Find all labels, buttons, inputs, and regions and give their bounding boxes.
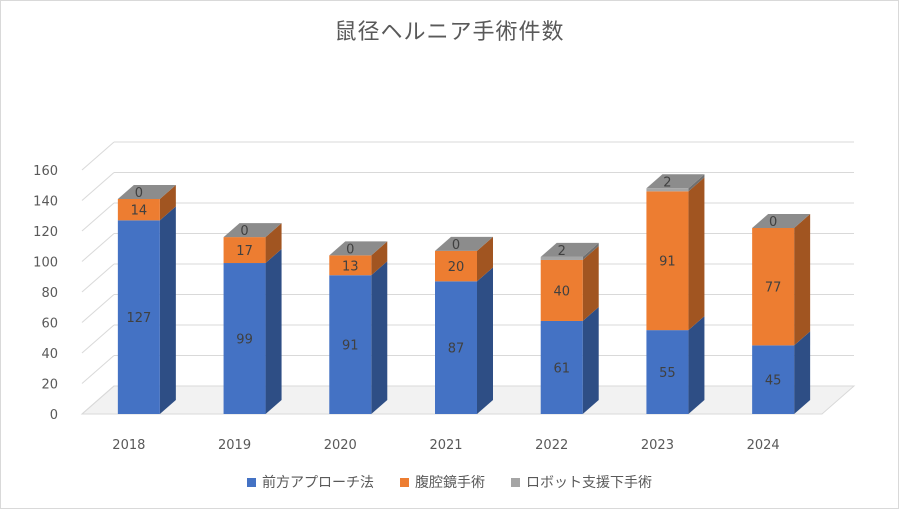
y-tick-label: 0 (50, 408, 58, 423)
data-label: 87 (448, 342, 465, 357)
x-tick-label: 2022 (535, 438, 568, 453)
bar-segment (329, 275, 372, 414)
x-tick-label: 2021 (429, 438, 462, 453)
data-label: 2 (663, 175, 671, 190)
bar-side (688, 316, 705, 414)
chart-title: 鼠径ヘルニア手術件数 (334, 20, 565, 45)
bar-side (477, 267, 493, 414)
bar-side (794, 213, 811, 346)
data-label: 77 (765, 281, 782, 296)
bar-side (477, 236, 493, 282)
chart-legend: 前方アプローチ法 腹腔鏡手術 ロボット支援下手術 (0, 472, 899, 492)
bar-segment (329, 255, 372, 276)
bar-top (329, 241, 388, 256)
y-tick-label: 140 (33, 195, 58, 210)
bar-top (540, 242, 599, 257)
y-tick-label: 100 (33, 256, 58, 271)
legend-swatch-robotic (511, 477, 520, 487)
bar-segment (752, 345, 795, 414)
y-tick-label: 20 (41, 378, 58, 393)
y-tick-label: 80 (41, 286, 58, 301)
bar-top (752, 213, 811, 228)
data-label: 0 (135, 186, 143, 201)
bar-side (688, 177, 705, 331)
data-label: 20 (448, 260, 465, 275)
data-label: 14 (131, 204, 148, 219)
bar-side (582, 242, 599, 260)
data-label: 0 (452, 238, 460, 253)
gridline-diagonal (81, 324, 115, 354)
legend-label-laparoscopic: 腹腔鏡手術 (415, 475, 485, 491)
bar-side (159, 184, 176, 221)
data-label: 2 (558, 244, 566, 259)
bar-segment (117, 198, 160, 221)
bar-segment (223, 237, 266, 264)
bar-side (688, 174, 705, 192)
bar-top (646, 174, 705, 189)
legend-swatch-anterior (247, 477, 256, 487)
x-tick-label: 2019 (218, 438, 251, 453)
legend-item-laparoscopic: 腹腔鏡手術 (400, 472, 485, 492)
bar-segment (435, 250, 477, 282)
x-tick-label: 2024 (747, 438, 780, 453)
x-tick-label: 2023 (641, 438, 674, 453)
bar-top (117, 184, 176, 199)
bar-segment (646, 188, 689, 192)
bar-side (371, 261, 388, 414)
bar-top (435, 236, 493, 251)
bar-side (794, 331, 811, 414)
gridline-diagonal (81, 233, 115, 262)
bar-segment (540, 256, 583, 260)
x-tick-label: 2018 (112, 438, 145, 453)
x-tick-label: 2020 (324, 438, 357, 453)
bar-segment (223, 263, 266, 414)
bar-segment (540, 259, 583, 321)
bar-side (265, 249, 282, 414)
data-label: 0 (240, 224, 248, 239)
bar-segment (752, 227, 795, 346)
data-label: 45 (765, 374, 782, 389)
data-label: 127 (126, 311, 151, 326)
bar-top (223, 223, 282, 238)
gridline-diagonal (81, 294, 115, 323)
gridline-diagonal (81, 355, 115, 384)
data-label: 40 (553, 284, 570, 299)
gridline-diagonal (81, 263, 115, 293)
y-tick-label: 120 (33, 225, 58, 240)
data-label: 0 (769, 215, 777, 230)
bar-segment (540, 320, 583, 414)
bar-side (582, 245, 599, 321)
legend-swatch-laparoscopic (400, 477, 409, 487)
gridline-diagonal (81, 141, 115, 171)
y-tick-label: 160 (33, 164, 58, 179)
bar-side (159, 206, 176, 414)
bar-segment (435, 281, 477, 414)
gridline-diagonal (81, 202, 115, 232)
data-label: 17 (236, 244, 253, 259)
bar-side (265, 223, 282, 264)
legend-label-anterior: 前方アプローチ法 (262, 475, 374, 491)
gridline-diagonal (81, 385, 115, 415)
bar-side (582, 306, 599, 414)
data-label: 13 (342, 259, 359, 274)
bar-segment (646, 191, 689, 331)
legend-label-robotic: ロボット支援下手術 (526, 475, 652, 491)
data-label: 91 (342, 339, 359, 354)
bar-segment (646, 330, 689, 414)
data-label: 55 (659, 366, 676, 381)
y-tick-label: 40 (41, 347, 58, 362)
legend-item-anterior: 前方アプローチ法 (247, 472, 374, 492)
bar-segment (117, 220, 160, 414)
gridline-diagonal (81, 172, 115, 201)
y-tick-label: 60 (41, 317, 58, 332)
chart-plot: 0204060801001201401601271402018991702019… (33, 141, 856, 453)
data-label: 61 (553, 361, 570, 376)
bar-side (371, 241, 388, 276)
legend-item-robotic: ロボット支援下手術 (511, 472, 652, 492)
data-label: 0 (346, 242, 354, 257)
data-label: 99 (236, 333, 253, 348)
data-label: 91 (659, 255, 676, 270)
